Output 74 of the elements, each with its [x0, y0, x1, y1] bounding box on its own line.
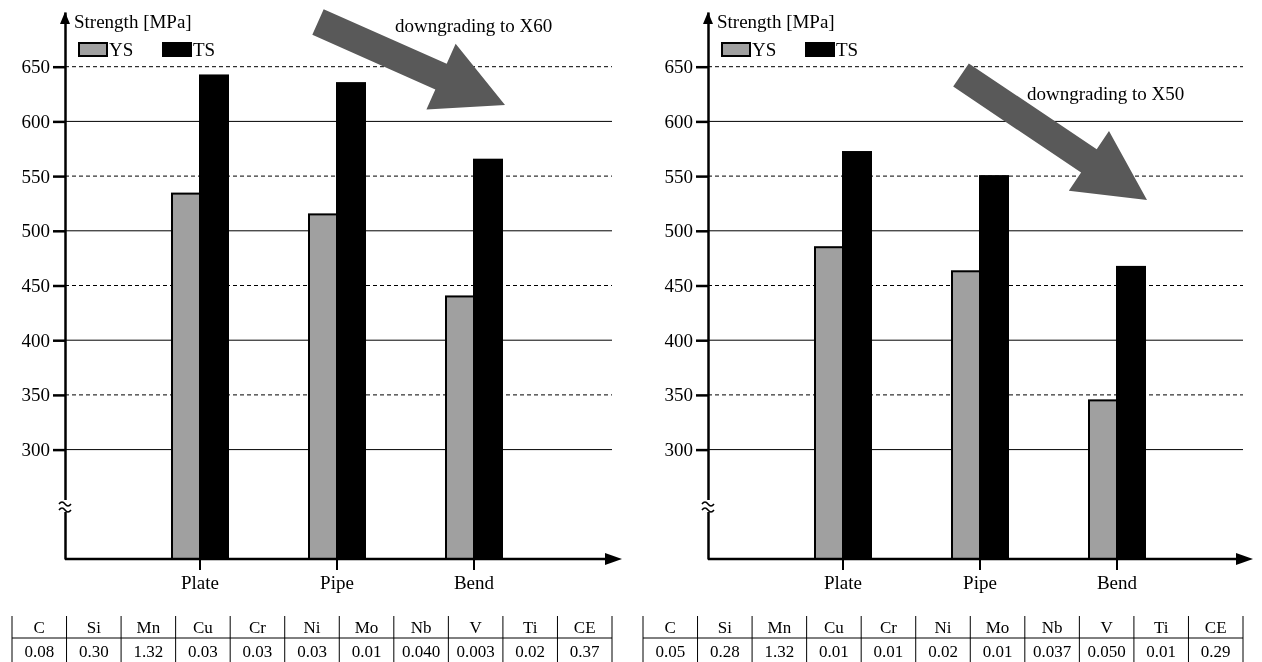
- text: 0.30: [78, 642, 109, 661]
- text: Ni: [303, 618, 321, 637]
- text: Cu: [823, 618, 845, 637]
- text: Mo: [354, 618, 379, 637]
- text: Cr: [879, 618, 898, 637]
- y-tick-label: 300: [21, 439, 50, 461]
- text: 0.037: [1032, 642, 1072, 661]
- text: 0.01: [873, 642, 904, 661]
- y-axis-title: Strength [MPa]: [74, 11, 192, 32]
- text: 0.03: [242, 642, 273, 661]
- y-tick-label: 550: [21, 165, 50, 187]
- text: Ni: [934, 618, 952, 637]
- y-tick-label: 350: [21, 384, 50, 406]
- text: V: [469, 618, 483, 637]
- text: Ti: [1153, 618, 1169, 637]
- legend-label: YS: [752, 39, 777, 60]
- text: 0.050: [1087, 642, 1126, 661]
- text: Si: [86, 618, 102, 637]
- text: 0.040: [401, 642, 441, 661]
- text: 0.08: [24, 642, 55, 661]
- text: Nb: [1041, 618, 1063, 637]
- y-tick-label: 350: [664, 384, 693, 406]
- text: Mo: [985, 618, 1010, 637]
- text: 0.01: [1146, 642, 1177, 661]
- text: Nb: [410, 618, 432, 637]
- text: Ti: [522, 618, 538, 637]
- x-tick-label: Bend: [453, 572, 495, 593]
- text: CE: [1204, 618, 1227, 637]
- x-tick-label: Plate: [181, 572, 219, 593]
- y-tick-label: 600: [664, 110, 693, 132]
- y-tick-label: 550: [664, 165, 693, 187]
- text: 0.003: [456, 642, 495, 661]
- text: 0.29: [1200, 642, 1231, 661]
- text: 0.01: [351, 642, 382, 661]
- x-tick-label: Plate: [824, 572, 862, 593]
- x-tick-label: Pipe: [320, 572, 354, 593]
- x-tick-label: Pipe: [963, 572, 997, 593]
- annotation: downgrading to X60: [395, 15, 553, 36]
- y-tick-label: 450: [664, 275, 693, 297]
- legend-label: TS: [193, 39, 216, 60]
- text: Cr: [248, 618, 267, 637]
- text: Cu: [192, 618, 214, 637]
- y-tick-label: 650: [21, 56, 50, 78]
- y-tick-label: 500: [664, 220, 693, 242]
- y-tick-label: 650: [664, 56, 693, 78]
- legend-label: YS: [109, 39, 134, 60]
- text: 0.02: [515, 642, 546, 661]
- text: 0.05: [655, 642, 686, 661]
- text: 0.02: [928, 642, 958, 661]
- annotation: downgrading to X50: [1027, 83, 1185, 104]
- text: 0.28: [709, 642, 740, 661]
- text: 0.01: [982, 642, 1013, 661]
- text: 0.03: [188, 642, 218, 661]
- x-tick-label: Bend: [1096, 572, 1138, 593]
- text: 0.37: [569, 642, 601, 661]
- y-tick-label: 600: [21, 110, 50, 132]
- text: C: [664, 618, 676, 637]
- text: Mn: [136, 618, 161, 637]
- text: 0.01: [819, 642, 849, 661]
- legend-label: TS: [836, 39, 859, 60]
- y-tick-label: 400: [664, 329, 693, 351]
- text: V: [1100, 618, 1114, 637]
- y-tick-label: 500: [21, 220, 50, 242]
- text: 0.03: [297, 642, 327, 661]
- text: Si: [717, 618, 733, 637]
- text: C: [33, 618, 45, 637]
- y-tick-label: 300: [664, 439, 693, 461]
- y-tick-label: 400: [21, 329, 50, 351]
- text: 1.32: [764, 642, 795, 661]
- y-axis-title: Strength [MPa]: [717, 11, 835, 32]
- text: 1.32: [133, 642, 164, 661]
- y-tick-label: 450: [21, 275, 50, 297]
- text: CE: [573, 618, 596, 637]
- text: Mn: [767, 618, 792, 637]
